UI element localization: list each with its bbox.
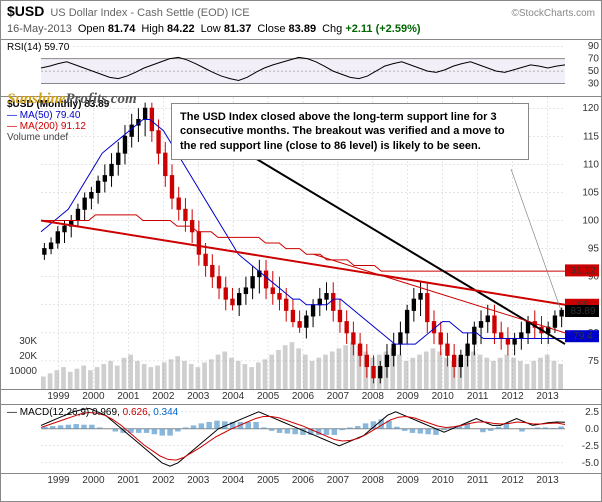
- svg-text:50: 50: [588, 66, 600, 77]
- x-axis-top: 1999200020012002200320042005200620072008…: [1, 389, 601, 404]
- macd-label: — MACD(12,26,9) 0.969, 0.626, 0.344: [7, 407, 178, 418]
- macd-panel: — MACD(12,26,9) 0.969, 0.626, 0.344 -5.0…: [1, 404, 601, 473]
- stock-chart: $USD US Dollar Index - Cash Settle (EOD)…: [0, 0, 602, 502]
- svg-text:91.12: 91.12: [570, 265, 595, 276]
- svg-text:30K: 30K: [19, 336, 37, 347]
- chart-header: $USD US Dollar Index - Cash Settle (EOD)…: [1, 1, 601, 23]
- svg-text:0.0: 0.0: [585, 424, 599, 435]
- ticker-symbol: $USD: [7, 3, 44, 19]
- svg-text:110: 110: [583, 159, 599, 170]
- price-panel: $USD (Monthly) 83.89 — MA(50) 79.40 — MA…: [1, 96, 601, 389]
- rsi-panel: RSI(14) 59.70 30507090 SunshineProfits.c…: [1, 39, 601, 96]
- svg-text:120: 120: [582, 103, 599, 114]
- svg-text:-5.0: -5.0: [582, 458, 600, 469]
- svg-text:20K: 20K: [19, 351, 37, 362]
- svg-text:-2.5: -2.5: [582, 441, 600, 452]
- svg-text:100: 100: [582, 216, 599, 227]
- watermark: SunshineProfits.com: [7, 91, 137, 108]
- ticker-description: US Dollar Index - Cash Settle (EOD) ICE: [50, 7, 511, 19]
- svg-text:2.5: 2.5: [585, 407, 599, 418]
- svg-text:95: 95: [588, 244, 600, 255]
- chart-date: 16-May-2013: [7, 23, 72, 35]
- rsi-label: RSI(14) 59.70: [7, 42, 69, 53]
- svg-text:105: 105: [582, 187, 599, 198]
- svg-text:70: 70: [588, 54, 600, 65]
- annotation-callout: The USD Index closed above the long-term…: [171, 103, 529, 160]
- svg-text:30: 30: [588, 79, 600, 90]
- x-axis-bottom: 1999200020012002200320042005200620072008…: [1, 473, 601, 488]
- ohlc-row: 16-May-2013 Open 81.74 High 84.22 Low 81…: [1, 23, 601, 39]
- svg-text:90: 90: [588, 41, 600, 52]
- svg-text:115: 115: [583, 131, 599, 142]
- svg-text:75: 75: [588, 356, 600, 367]
- source-attribution: ©StockCharts.com: [511, 8, 595, 19]
- svg-text:10000: 10000: [9, 366, 37, 377]
- svg-text:83.89: 83.89: [570, 306, 595, 317]
- svg-text:79.4: 79.4: [573, 331, 593, 342]
